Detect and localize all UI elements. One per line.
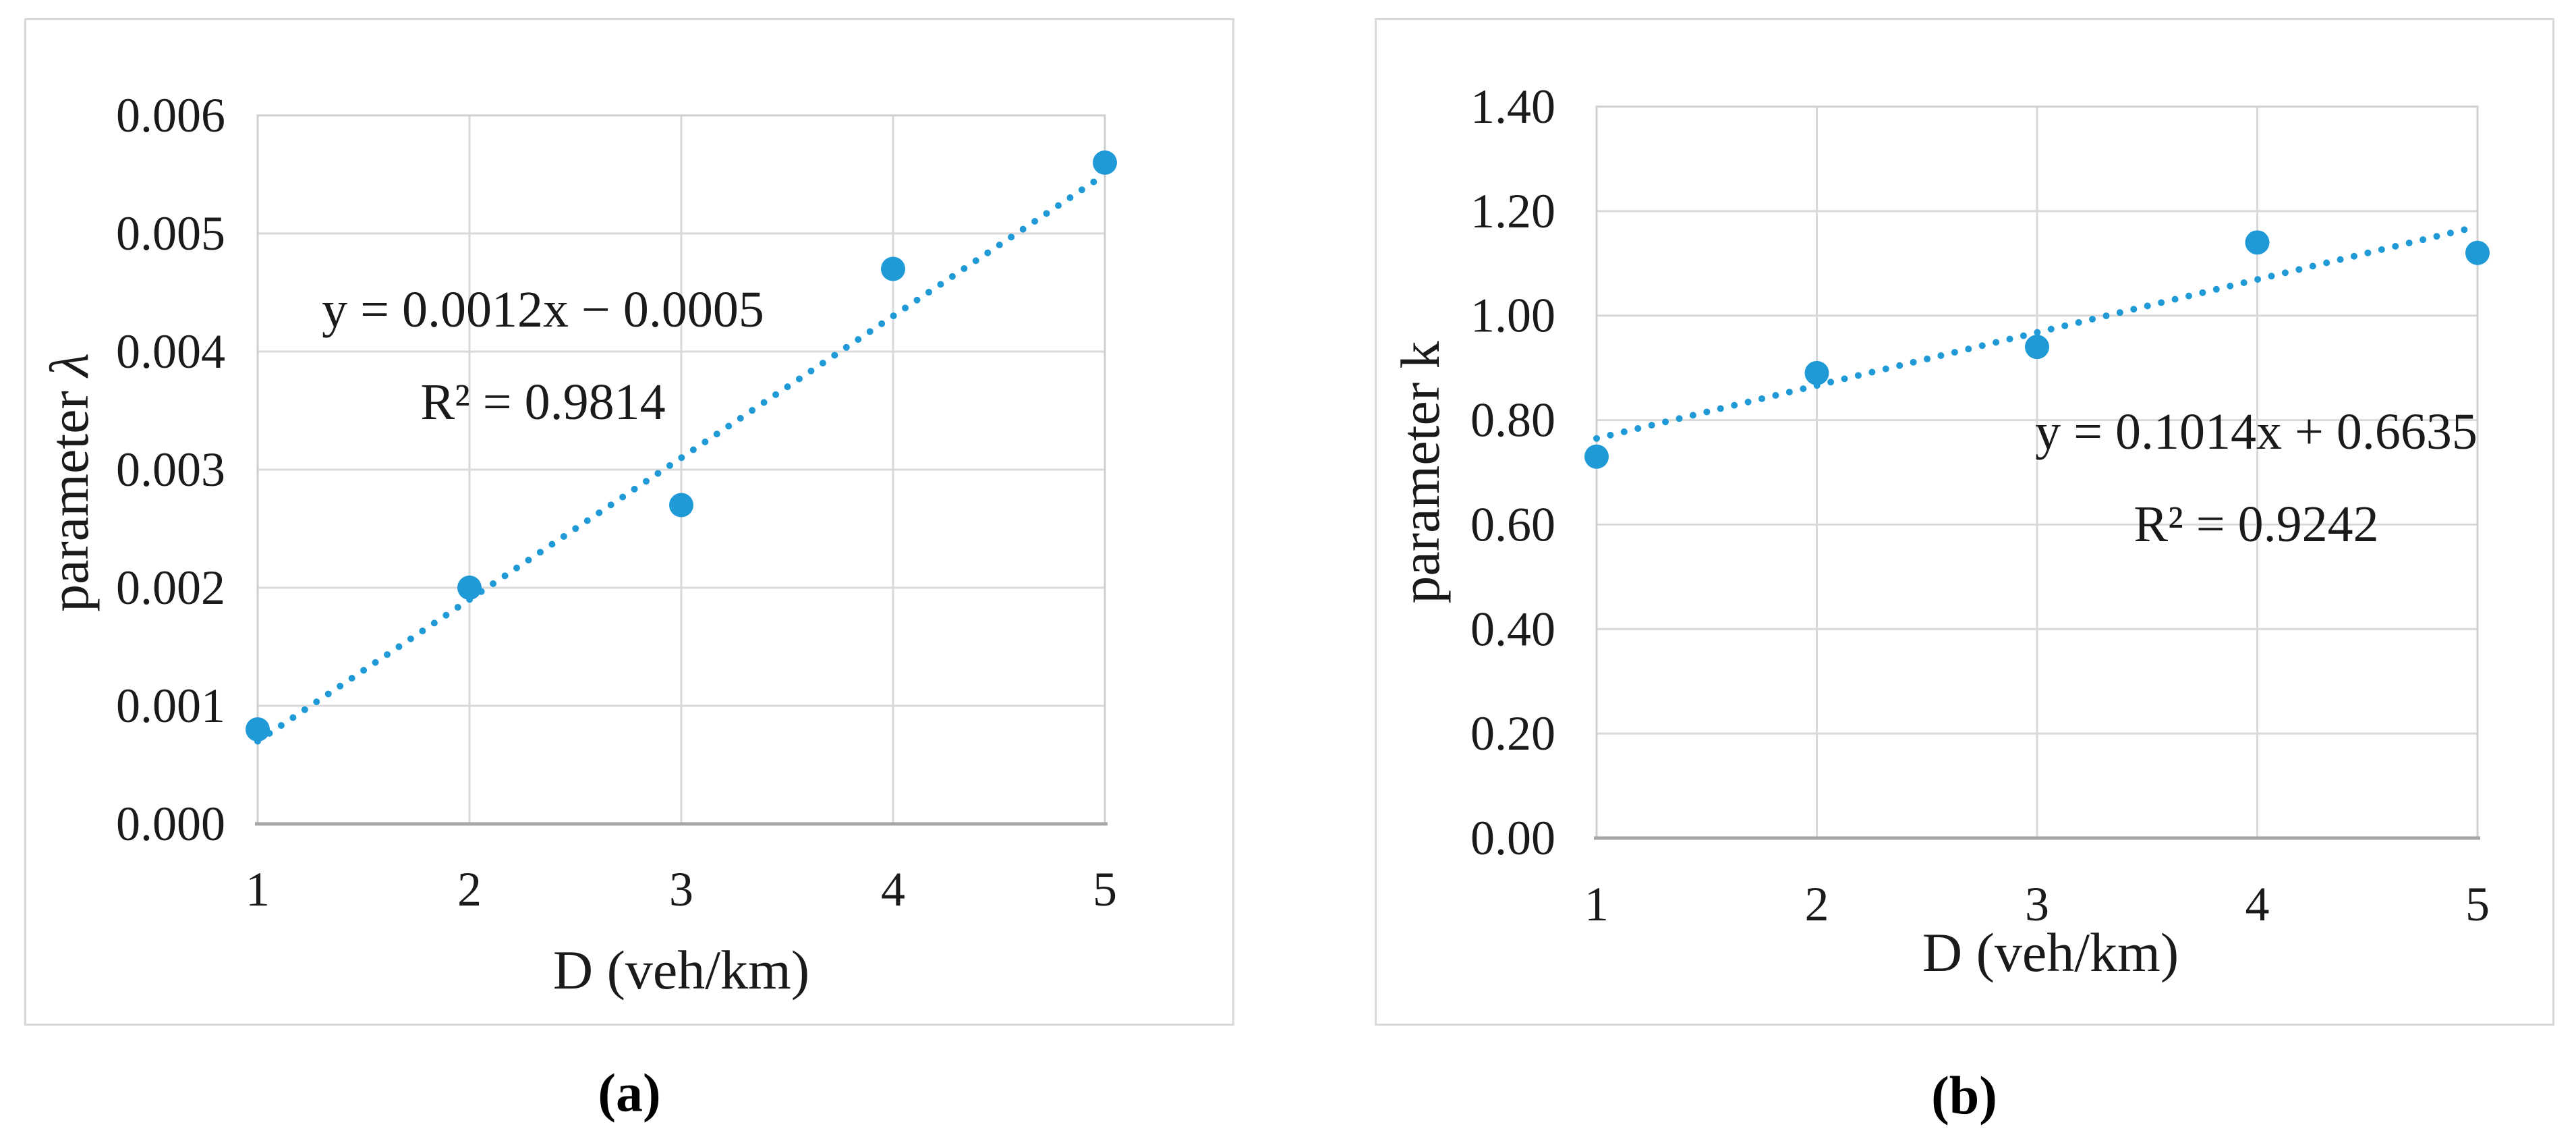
- x-tick-label: 3: [669, 862, 693, 916]
- k-symbol: k: [1390, 341, 1451, 369]
- data-point: [246, 717, 270, 742]
- data-point: [2245, 230, 2270, 255]
- equation-line: y = 0.1014x + 0.6635: [2035, 404, 2478, 460]
- y-axis-title-parameter-lambda: parameter λ: [38, 353, 101, 612]
- y-tick-label: 0.005: [116, 206, 225, 260]
- x-tick-label: 5: [2465, 877, 2490, 931]
- y-axis-title-text: parameter: [38, 377, 100, 612]
- y-tick-label: 0.006: [116, 88, 225, 142]
- data-point: [2465, 240, 2490, 265]
- data-point: [669, 493, 693, 518]
- chart-panel-b: [1375, 18, 2554, 1026]
- y-tick-label: 0.003: [116, 443, 225, 497]
- x-tick-label: 1: [246, 862, 270, 916]
- y-tick-label: 0.60: [1470, 497, 1555, 551]
- lambda-symbol: λ: [38, 353, 100, 377]
- y-tick-label: 1.00: [1470, 289, 1555, 343]
- subfigure-caption-b: (b): [1931, 1066, 1997, 1126]
- x-tick-label: 2: [1805, 877, 1829, 931]
- y-tick-label: 0.00: [1470, 811, 1555, 865]
- y-tick-label: 0.002: [116, 561, 225, 615]
- r-squared-line: R² = 0.9242: [2134, 496, 2379, 553]
- equation-line: y = 0.0012x − 0.0005: [322, 281, 764, 338]
- x-tick-label: 2: [457, 862, 482, 916]
- data-point: [1093, 150, 1117, 175]
- y-axis-title-text: parameter: [1390, 368, 1451, 604]
- y-tick-label: 0.001: [116, 679, 225, 733]
- y-tick-label: 0.80: [1470, 393, 1555, 447]
- data-point: [1584, 444, 1609, 469]
- y-tick-label: 1.20: [1470, 184, 1555, 238]
- trendline-equation-a: y = 0.0012x − 0.0005 R² = 0.9814: [322, 264, 764, 449]
- x-axis-title-a: D (veh/km): [552, 939, 810, 1001]
- x-tick-label: 1: [1584, 877, 1609, 931]
- y-axis-title-parameter-k: parameter k: [1389, 341, 1452, 603]
- data-point: [457, 576, 482, 600]
- y-tick-label: 1.40: [1470, 80, 1555, 134]
- x-tick-label: 3: [2025, 877, 2049, 931]
- x-tick-label: 5: [1093, 862, 1117, 916]
- subfigure-caption-a: (a): [598, 1063, 661, 1123]
- dotted-trendline: [254, 171, 1108, 745]
- data-point: [1804, 360, 1829, 385]
- x-axis-title-b: D (veh/km): [1922, 922, 2179, 983]
- y-tick-label: 0.40: [1470, 602, 1555, 656]
- x-tick-label: 4: [2245, 877, 2270, 931]
- chart-panel-a: [24, 18, 1234, 1026]
- trendline-equation-b: y = 0.1014x + 0.6635 R² = 0.9242: [2035, 386, 2478, 571]
- dotted-trendline: [1593, 223, 2481, 442]
- y-tick-label: 0.000: [116, 797, 225, 851]
- y-tick-label: 0.004: [116, 325, 225, 379]
- r-squared-line: R² = 0.9814: [420, 374, 666, 430]
- data-point: [881, 256, 905, 281]
- data-point: [2025, 335, 2049, 360]
- x-tick-label: 4: [881, 862, 905, 916]
- y-tick-label: 0.20: [1470, 706, 1555, 760]
